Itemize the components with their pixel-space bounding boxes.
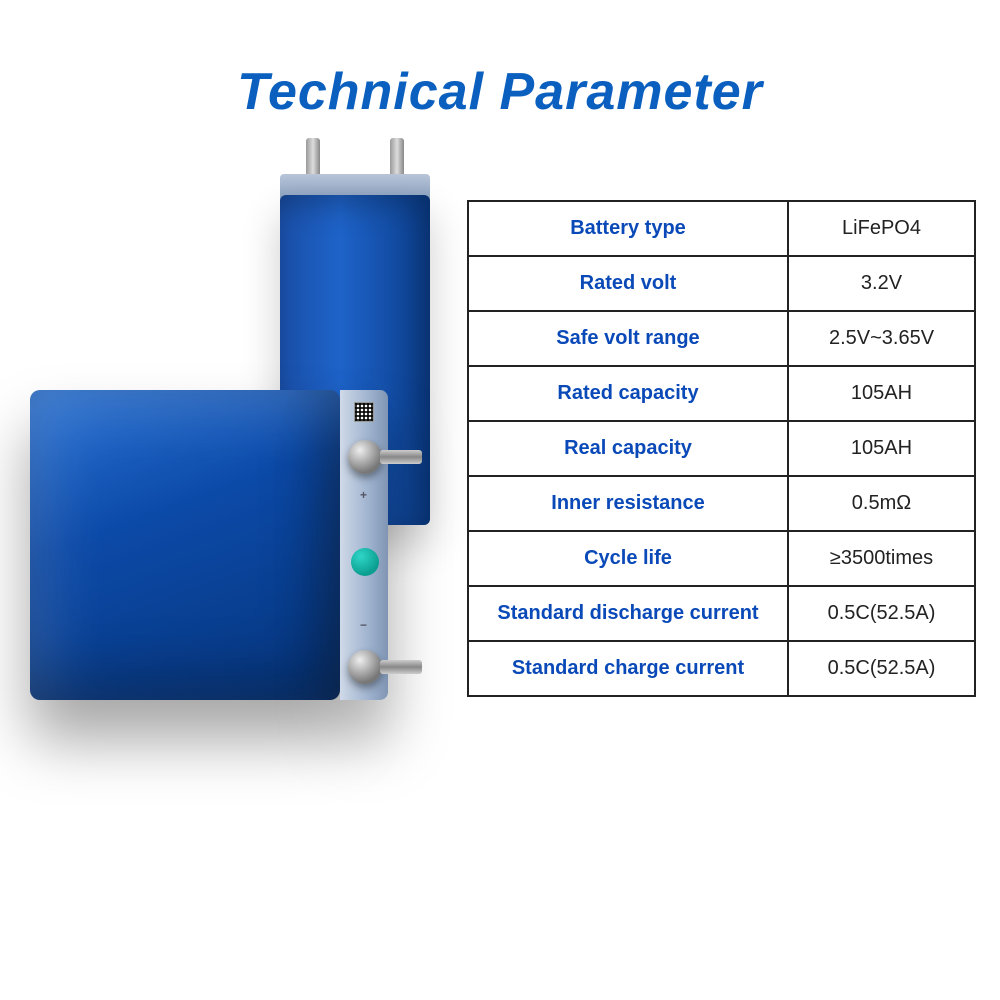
param-cell: Safe volt range bbox=[468, 311, 788, 366]
vent-icon bbox=[351, 548, 379, 576]
table-row: Rated capacity 105AH bbox=[468, 366, 975, 421]
value-cell: ≥3500times bbox=[788, 531, 975, 586]
value-cell: 105AH bbox=[788, 366, 975, 421]
table-row: Cycle life ≥3500times bbox=[468, 531, 975, 586]
param-cell: Standard charge current bbox=[468, 641, 788, 696]
param-cell: Cycle life bbox=[468, 531, 788, 586]
table-row: Inner resistance 0.5mΩ bbox=[468, 476, 975, 531]
table-row: Rated volt 3.2V bbox=[468, 256, 975, 311]
param-cell: Rated volt bbox=[468, 256, 788, 311]
front-cell-body bbox=[30, 390, 340, 700]
page-title: Technical Parameter bbox=[0, 62, 1000, 122]
table-row: Standard discharge current 0.5C(52.5A) bbox=[468, 586, 975, 641]
value-cell: 0.5mΩ bbox=[788, 476, 975, 531]
value-cell: 2.5V~3.65V bbox=[788, 311, 975, 366]
table-row: Standard charge current 0.5C(52.5A) bbox=[468, 641, 975, 696]
param-cell: Standard discharge current bbox=[468, 586, 788, 641]
back-terminal-left bbox=[306, 138, 320, 178]
minus-icon: − bbox=[360, 618, 367, 632]
param-cell: Rated capacity bbox=[468, 366, 788, 421]
table-row: Real capacity 105AH bbox=[468, 421, 975, 476]
back-terminal-right bbox=[390, 138, 404, 178]
value-cell: 0.5C(52.5A) bbox=[788, 586, 975, 641]
param-cell: Real capacity bbox=[468, 421, 788, 476]
value-cell: 3.2V bbox=[788, 256, 975, 311]
terminal-positive bbox=[348, 440, 382, 474]
terminal-bolt-negative bbox=[380, 660, 422, 674]
qr-code-icon bbox=[354, 402, 374, 422]
value-cell: 0.5C(52.5A) bbox=[788, 641, 975, 696]
spec-table: Battery type LiFePO4 Rated volt 3.2V Saf… bbox=[467, 200, 976, 697]
battery-illustration: + − bbox=[40, 270, 460, 790]
param-cell: Battery type bbox=[468, 201, 788, 256]
value-cell: LiFePO4 bbox=[788, 201, 975, 256]
terminal-negative bbox=[348, 650, 382, 684]
param-cell: Inner resistance bbox=[468, 476, 788, 531]
table-row: Safe volt range 2.5V~3.65V bbox=[468, 311, 975, 366]
value-cell: 105AH bbox=[788, 421, 975, 476]
table-row: Battery type LiFePO4 bbox=[468, 201, 975, 256]
terminal-bolt-positive bbox=[380, 450, 422, 464]
plus-icon: + bbox=[360, 488, 367, 502]
